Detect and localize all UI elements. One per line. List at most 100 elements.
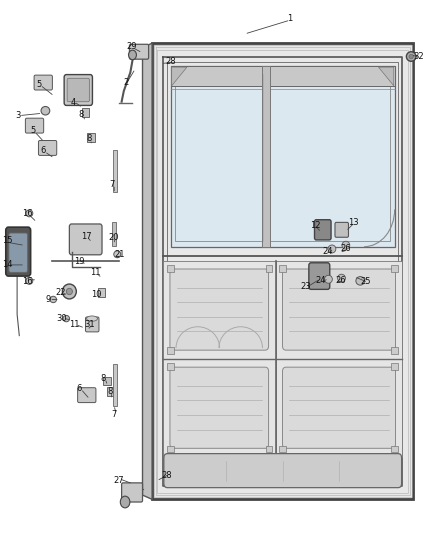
Text: 6: 6 bbox=[77, 384, 82, 393]
Text: 32: 32 bbox=[414, 52, 424, 61]
Ellipse shape bbox=[87, 316, 97, 321]
Ellipse shape bbox=[41, 107, 50, 115]
Text: 28: 28 bbox=[166, 57, 176, 66]
Text: 8: 8 bbox=[107, 387, 113, 396]
Text: 8: 8 bbox=[79, 110, 84, 119]
Ellipse shape bbox=[114, 251, 121, 258]
Text: 30: 30 bbox=[57, 314, 67, 323]
FancyBboxPatch shape bbox=[25, 118, 44, 133]
Text: 7: 7 bbox=[112, 410, 117, 419]
FancyBboxPatch shape bbox=[335, 222, 349, 237]
Ellipse shape bbox=[409, 54, 413, 59]
Text: 15: 15 bbox=[2, 237, 12, 246]
Text: 2: 2 bbox=[124, 77, 129, 86]
FancyBboxPatch shape bbox=[391, 265, 398, 272]
Polygon shape bbox=[171, 66, 395, 247]
FancyBboxPatch shape bbox=[167, 265, 174, 272]
FancyBboxPatch shape bbox=[67, 78, 89, 102]
FancyBboxPatch shape bbox=[98, 288, 105, 297]
FancyBboxPatch shape bbox=[167, 446, 174, 452]
Text: 29: 29 bbox=[127, 43, 137, 52]
FancyBboxPatch shape bbox=[113, 150, 117, 192]
Text: 6: 6 bbox=[41, 146, 46, 155]
FancyBboxPatch shape bbox=[170, 269, 268, 350]
Text: 16: 16 bbox=[22, 209, 32, 218]
FancyBboxPatch shape bbox=[81, 108, 89, 117]
Text: 19: 19 bbox=[74, 257, 85, 265]
Polygon shape bbox=[171, 66, 395, 86]
Polygon shape bbox=[175, 71, 390, 241]
Text: 1: 1 bbox=[286, 14, 292, 23]
FancyBboxPatch shape bbox=[78, 387, 96, 402]
Text: 21: 21 bbox=[114, 250, 125, 259]
Text: 8: 8 bbox=[86, 134, 92, 143]
Ellipse shape bbox=[338, 274, 346, 282]
FancyBboxPatch shape bbox=[265, 446, 272, 452]
Polygon shape bbox=[276, 359, 403, 457]
FancyBboxPatch shape bbox=[9, 233, 28, 272]
FancyBboxPatch shape bbox=[309, 263, 330, 289]
Ellipse shape bbox=[63, 316, 70, 322]
FancyBboxPatch shape bbox=[391, 348, 398, 354]
Text: 7: 7 bbox=[110, 180, 115, 189]
Text: 17: 17 bbox=[81, 232, 91, 241]
FancyBboxPatch shape bbox=[170, 367, 268, 448]
Text: 22: 22 bbox=[55, 288, 66, 297]
Text: 26: 26 bbox=[336, 276, 346, 285]
Ellipse shape bbox=[325, 275, 332, 283]
FancyBboxPatch shape bbox=[167, 348, 174, 354]
FancyBboxPatch shape bbox=[391, 364, 398, 370]
FancyBboxPatch shape bbox=[283, 269, 396, 350]
FancyBboxPatch shape bbox=[85, 317, 99, 332]
Text: 23: 23 bbox=[300, 282, 311, 291]
Polygon shape bbox=[152, 43, 413, 499]
FancyBboxPatch shape bbox=[103, 376, 111, 385]
Text: 11: 11 bbox=[90, 269, 101, 277]
Ellipse shape bbox=[66, 288, 72, 295]
FancyBboxPatch shape bbox=[34, 75, 53, 90]
Ellipse shape bbox=[342, 241, 350, 249]
Ellipse shape bbox=[26, 210, 33, 217]
FancyBboxPatch shape bbox=[283, 367, 396, 448]
Ellipse shape bbox=[50, 296, 57, 303]
Ellipse shape bbox=[120, 496, 130, 508]
Text: 16: 16 bbox=[22, 277, 32, 286]
FancyBboxPatch shape bbox=[113, 364, 117, 406]
FancyBboxPatch shape bbox=[314, 220, 331, 240]
Text: 10: 10 bbox=[92, 289, 102, 298]
Polygon shape bbox=[378, 67, 394, 86]
Text: 28: 28 bbox=[161, 472, 172, 480]
Text: 25: 25 bbox=[360, 277, 371, 286]
Text: 24: 24 bbox=[315, 276, 325, 285]
Text: 12: 12 bbox=[310, 221, 321, 230]
Polygon shape bbox=[276, 261, 403, 359]
FancyBboxPatch shape bbox=[164, 454, 402, 488]
Text: 13: 13 bbox=[348, 218, 359, 227]
Ellipse shape bbox=[129, 50, 136, 60]
Text: 14: 14 bbox=[2, 261, 12, 269]
FancyBboxPatch shape bbox=[122, 483, 142, 502]
Polygon shape bbox=[262, 66, 270, 247]
FancyBboxPatch shape bbox=[265, 265, 272, 272]
Ellipse shape bbox=[356, 277, 364, 285]
Ellipse shape bbox=[406, 52, 416, 61]
Text: 5: 5 bbox=[31, 126, 36, 135]
Text: 20: 20 bbox=[108, 233, 119, 242]
FancyBboxPatch shape bbox=[130, 44, 148, 59]
Text: 9: 9 bbox=[46, 295, 51, 304]
Text: 27: 27 bbox=[113, 476, 124, 484]
Ellipse shape bbox=[26, 277, 33, 284]
FancyBboxPatch shape bbox=[391, 446, 398, 452]
Text: 8: 8 bbox=[101, 374, 106, 383]
Polygon shape bbox=[163, 359, 276, 457]
Polygon shape bbox=[163, 261, 276, 359]
Text: 26: 26 bbox=[340, 244, 351, 253]
Polygon shape bbox=[142, 43, 152, 499]
Text: 3: 3 bbox=[16, 111, 21, 120]
FancyBboxPatch shape bbox=[87, 133, 95, 142]
Ellipse shape bbox=[62, 284, 76, 299]
FancyBboxPatch shape bbox=[69, 224, 102, 255]
Text: 11: 11 bbox=[69, 320, 80, 329]
FancyBboxPatch shape bbox=[6, 227, 31, 276]
FancyBboxPatch shape bbox=[107, 387, 115, 395]
